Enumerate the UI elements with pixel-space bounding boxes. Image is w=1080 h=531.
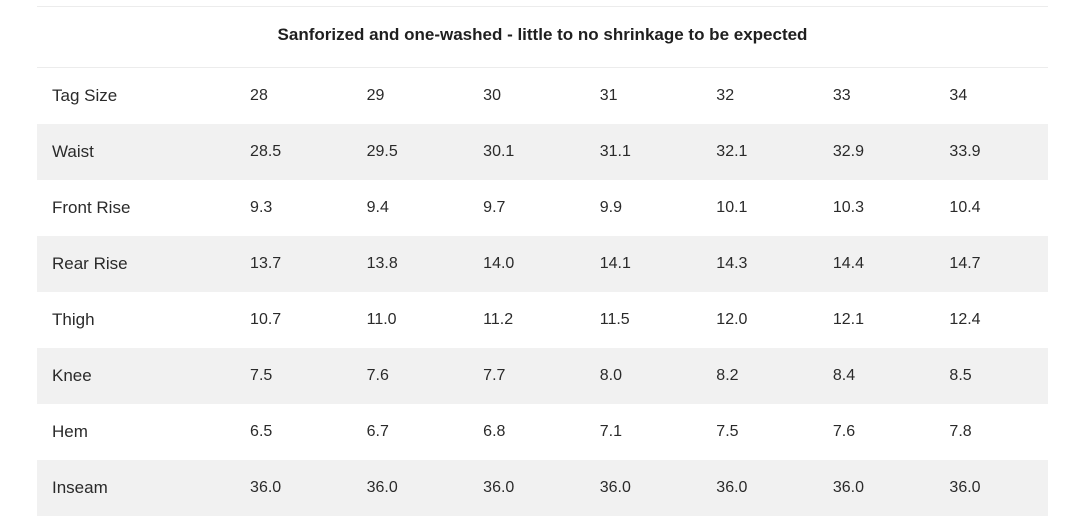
row-label: Tag Size: [52, 86, 118, 105]
table-row: Rear Rise 13.7 13.8 14.0 14.1 14.3 14.4 14.7: [37, 236, 1048, 292]
table-cell: 31.1: [599, 124, 717, 180]
table-cell: 6.8: [483, 423, 506, 440]
table-cell: 11.5: [599, 311, 630, 328]
table-cell: 32.9: [832, 124, 950, 180]
table-cell: 9.3: [250, 199, 273, 216]
table-cell: 32: [716, 87, 735, 104]
table-cell: 13.7: [250, 236, 367, 292]
table-cell: 10.4: [949, 199, 981, 216]
table-cell: 8.2: [716, 348, 833, 404]
size-chart: Sanforized and one-washed - little to no…: [37, 6, 1048, 516]
table-cell: 12.4: [949, 311, 981, 328]
table-cell: 10.3: [832, 199, 864, 216]
table-cell: 7.6: [832, 423, 856, 440]
table-cell: 11.2: [483, 311, 514, 328]
table-cell: 9.4: [366, 199, 389, 216]
table-cell: 7.5: [716, 423, 739, 440]
table-cell: 14.1: [599, 236, 717, 292]
table-cell: 13.8: [366, 236, 484, 292]
table-cell: 7.1: [599, 423, 622, 440]
table-cell: 28.5: [250, 124, 367, 180]
table-cell: 7.5: [250, 348, 367, 404]
row-label: Rear Rise: [37, 236, 251, 292]
table-row: Knee 7.5 7.6 7.7 8.0 8.2 8.4 8.5: [37, 348, 1048, 404]
table-cell: 14.4: [832, 236, 950, 292]
row-label: Knee: [37, 348, 251, 404]
table-cell: 30.1: [483, 124, 600, 180]
table-cell: 14.3: [716, 236, 833, 292]
table-cell: 11.0: [366, 311, 397, 328]
table-cell: 33: [832, 87, 851, 104]
table-cell: 36.0: [716, 460, 833, 516]
table-cell: 8.4: [832, 348, 950, 404]
table-cell: 36.0: [599, 460, 717, 516]
table-cell: 36.0: [366, 460, 484, 516]
table-cell: 6.7: [366, 423, 389, 440]
table-cell: 29.5: [366, 124, 484, 180]
table-cell: 10.1: [716, 199, 748, 216]
divider: [37, 6, 1048, 7]
table-cell: 31: [599, 87, 618, 104]
table-cell: 30: [483, 87, 501, 104]
table-cell: 36.0: [832, 460, 950, 516]
table-cell: 32.1: [716, 124, 833, 180]
table-cell: 12.0: [716, 311, 748, 328]
table-cell: 33.9: [949, 124, 1048, 180]
table-row: Inseam 36.0 36.0 36.0 36.0 36.0 36.0 36.0: [37, 460, 1048, 516]
table-cell: 14.7: [949, 236, 1048, 292]
table-cell: 12.1: [832, 311, 864, 328]
table-cell: 8.5: [949, 348, 1048, 404]
row-label: Front Rise: [52, 198, 131, 217]
table-cell: 36.0: [483, 460, 600, 516]
row-label: Hem: [52, 422, 88, 441]
row-label: Inseam: [37, 460, 251, 516]
row-label: Waist: [37, 124, 251, 180]
table-row: Hem 6.5 6.7 6.8 7.1 7.5 7.6 7.8: [37, 404, 1048, 460]
table-cell: 14.0: [483, 236, 600, 292]
table-cell: 29: [366, 87, 385, 104]
table-cell: 9.7: [483, 199, 506, 216]
table-cell: 28: [250, 87, 268, 104]
row-label: Thigh: [52, 310, 95, 329]
table-row: Thigh 10.7 11.0 11.2 11.5 12.0 12.1 12.4: [37, 292, 1048, 348]
table-cell: 36.0: [250, 460, 367, 516]
table-row: Waist 28.5 29.5 30.1 31.1 32.1 32.9 33.9: [37, 124, 1048, 180]
table-cell: 10.7: [250, 311, 282, 328]
size-table: Tag Size 28 29 30 31 32 33 34 Waist 28.5 29.5 30.1 3…: [37, 68, 1048, 516]
table-cell: 6.5: [250, 423, 273, 440]
table-cell: 7.8: [949, 423, 972, 440]
table-cell: 36.0: [949, 460, 1048, 516]
table-cell: 34: [949, 87, 968, 104]
table-cell: 8.0: [599, 348, 717, 404]
table-cell: 9.9: [599, 199, 622, 216]
table-cell: 7.7: [483, 348, 600, 404]
table-row: Front Rise 9.3 9.4 9.7 9.9 10.1 10.3 10.4: [37, 180, 1048, 236]
table-row: Tag Size 28 29 30 31 32 33 34: [37, 68, 1048, 124]
table-caption: Sanforized and one-washed - little to no…: [37, 7, 1048, 68]
table-cell: 7.6: [366, 348, 484, 404]
